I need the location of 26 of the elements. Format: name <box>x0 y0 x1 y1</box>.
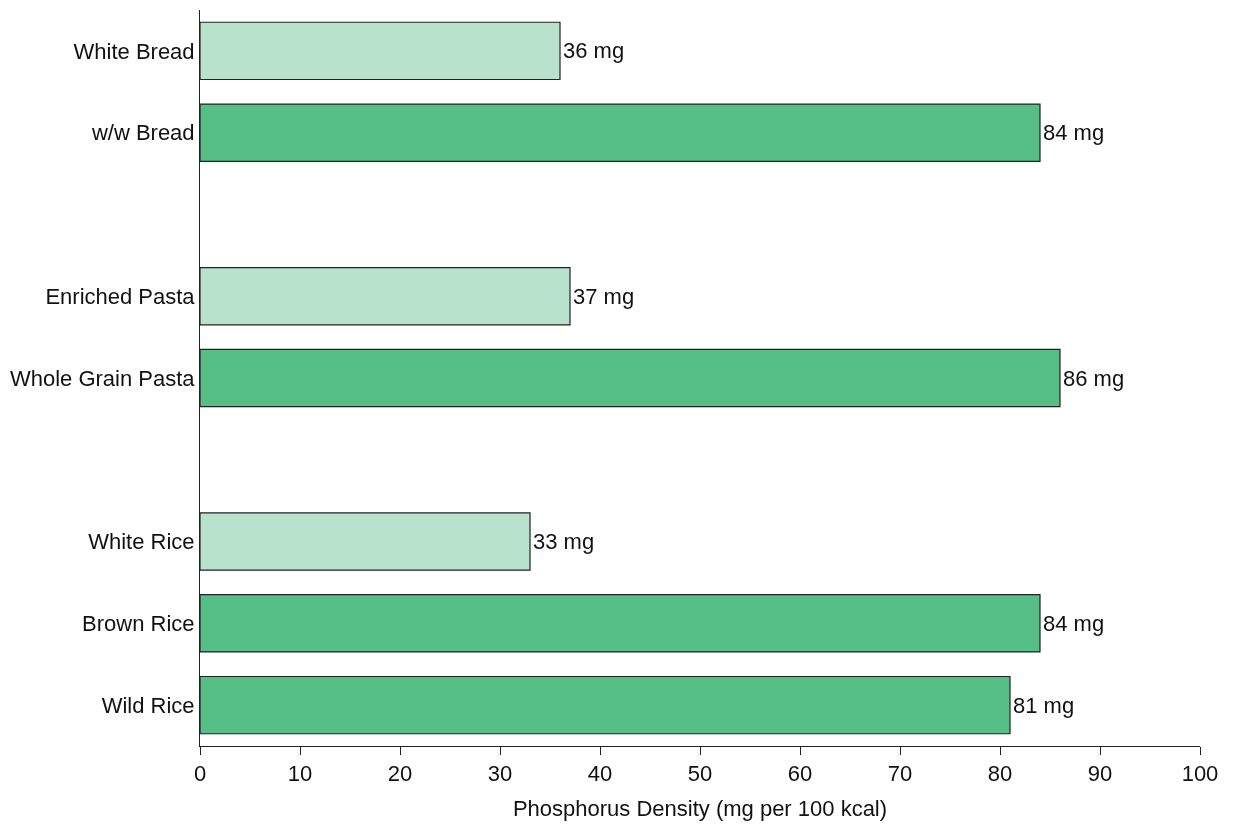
y-tick-label: Enriched Pasta <box>45 283 196 309</box>
x-tick-label: 70 <box>887 761 913 787</box>
data-label: 81 mg <box>1013 692 1075 718</box>
data-label: 84 mg <box>1043 610 1105 636</box>
x-tick-label: 50 <box>687 761 713 787</box>
x-tick-label: 10 <box>287 761 313 787</box>
y-tick-label: Brown Rice <box>82 611 195 637</box>
x-tick-label: 40 <box>587 761 613 787</box>
y-tick-label: w/w Bread <box>90 120 195 146</box>
x-tick-label: 20 <box>387 761 413 787</box>
y-tick-label: Whole Grain Pasta <box>9 365 196 391</box>
x-tick-label: 0 <box>193 761 207 787</box>
x-tick-label: 100 <box>1181 761 1219 787</box>
x-axis-title: Phosphorus Density (mg per 100 kcal) <box>512 796 888 822</box>
data-label: 37 mg <box>573 283 635 309</box>
y-tick-label: Wild Rice <box>101 692 195 718</box>
data-label: 33 mg <box>533 529 595 555</box>
data-label: 84 mg <box>1043 120 1105 146</box>
y-tick-label: White Bread <box>73 38 195 64</box>
x-tick-label: 90 <box>1087 761 1113 787</box>
x-tick-label: 30 <box>487 761 513 787</box>
y-tick-label: White Rice <box>88 529 195 555</box>
data-label: 36 mg <box>563 38 625 64</box>
x-tick-label: 60 <box>787 761 813 787</box>
data-label: 86 mg <box>1063 365 1125 391</box>
x-tick-label: 80 <box>987 761 1013 787</box>
